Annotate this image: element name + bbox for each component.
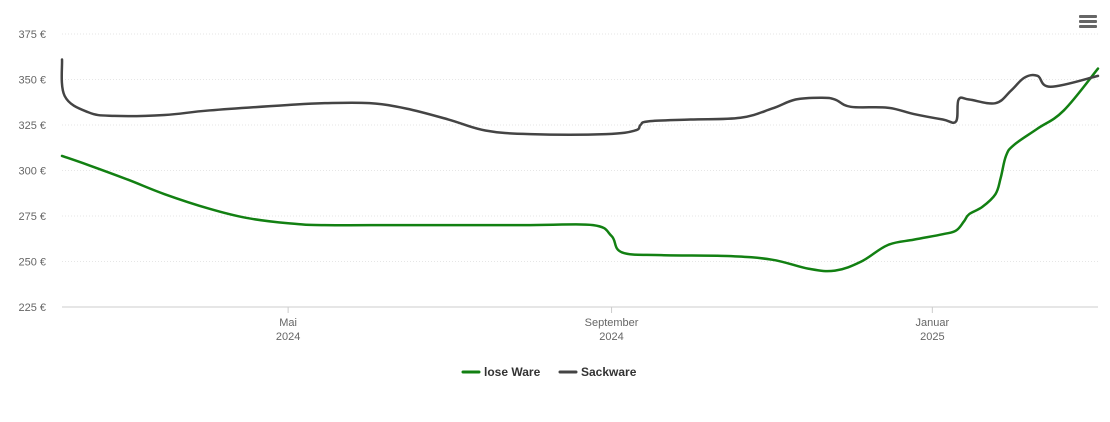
legend: lose Ware Sackware: [461, 365, 637, 379]
y-axis-ticks: 375 € 350 € 325 € 300 € 275 € 250 € 225 €: [18, 29, 46, 314]
x-axis-ticks: Mai 2024 September 2024 Januar 2025: [276, 307, 950, 343]
series-lines: [60, 58, 1100, 273]
x-tick-year: 2024: [599, 331, 623, 343]
x-tick-month: Mai: [279, 317, 297, 329]
series-line-lose-ware[interactable]: [60, 67, 1100, 273]
y-tick-label: 325 €: [18, 120, 46, 132]
x-tick-month: September: [585, 317, 639, 329]
x-tick-year: 2024: [276, 331, 300, 343]
hamburger-menu-icon[interactable]: [1079, 15, 1097, 28]
x-tick-month: Januar: [916, 317, 950, 329]
x-tick-year: 2025: [920, 331, 944, 343]
y-tick-label: 275 €: [18, 211, 46, 223]
legend-item[interactable]: Sackware: [558, 365, 637, 379]
y-tick-label: 375 €: [18, 29, 46, 41]
legend-label: lose Ware: [484, 365, 541, 379]
legend-label: Sackware: [581, 365, 637, 379]
grid-lines: [62, 33, 1098, 262]
y-tick-label: 300 €: [18, 166, 46, 178]
y-tick-label: 350 €: [18, 75, 46, 87]
series-line-sackware[interactable]: [60, 58, 1100, 136]
legend-item[interactable]: lose Ware: [461, 365, 541, 379]
y-tick-label: 225 €: [18, 302, 46, 314]
y-tick-label: 250 €: [18, 257, 46, 269]
